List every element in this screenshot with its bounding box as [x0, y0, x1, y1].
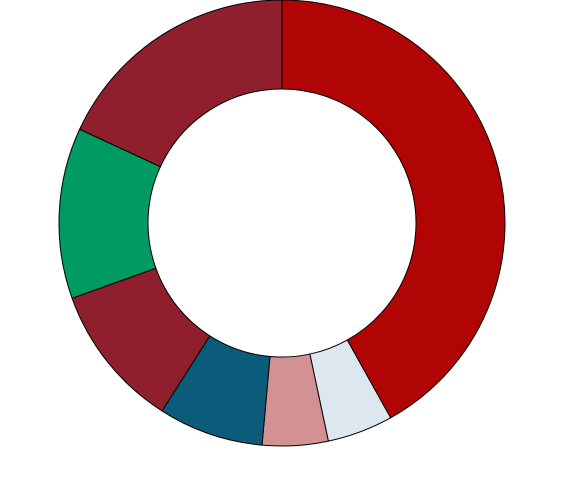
donut-slice-1 [281, 0, 506, 419]
donut-slices [58, 0, 506, 447]
donut-slice-7 [78, 0, 283, 168]
